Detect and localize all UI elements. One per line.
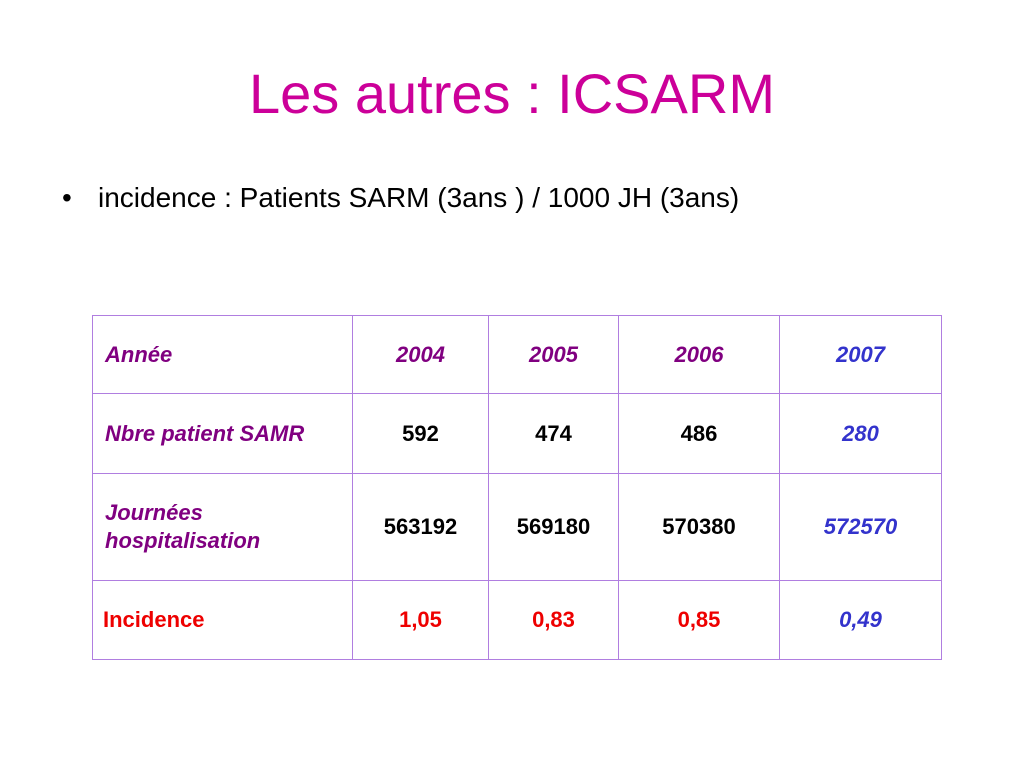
row-label-cell: Nbre patient SAMR	[92, 393, 353, 474]
header-label-cell: Année	[92, 315, 353, 394]
incidence-table: Année 2004 2005 2006 2007 Nbre patient S…	[92, 315, 942, 660]
value-cell: 280	[779, 393, 942, 474]
value-cell: 569180	[488, 473, 619, 581]
year-cell: 2004	[352, 315, 489, 394]
slide-title: Les autres : ICSARM	[249, 62, 775, 125]
bullet-marker: •	[62, 182, 72, 213]
table-row: Nbre patient SAMR 592 474 486 280	[92, 393, 942, 474]
value-cell: 1,05	[352, 580, 489, 660]
value-cell: 563192	[352, 473, 489, 581]
value-cell: 570380	[618, 473, 780, 581]
table-row: Journées hospitalisation 563192 569180 5…	[92, 473, 942, 581]
row-label-cell: Journées hospitalisation	[92, 473, 353, 581]
value-cell: 0,83	[488, 580, 619, 660]
value-cell: 474	[488, 393, 619, 474]
value-cell: 486	[618, 393, 780, 474]
year-cell: 2005	[488, 315, 619, 394]
year-cell: 2007	[779, 315, 942, 394]
row-label-cell: Incidence	[92, 580, 353, 660]
value-cell: 592	[352, 393, 489, 474]
bullet-item: • incidence : Patients SARM (3ans ) / 100…	[62, 178, 739, 218]
value-cell: 0,49	[779, 580, 942, 660]
value-cell: 0,85	[618, 580, 780, 660]
value-cell: 572570	[779, 473, 942, 581]
bullet-text: incidence : Patients SARM (3ans ) / 1000…	[98, 182, 740, 213]
year-cell: 2006	[618, 315, 780, 394]
table-row: Incidence 1,05 0,83 0,85 0,49	[92, 580, 942, 660]
table-header-row: Année 2004 2005 2006 2007	[92, 315, 942, 394]
